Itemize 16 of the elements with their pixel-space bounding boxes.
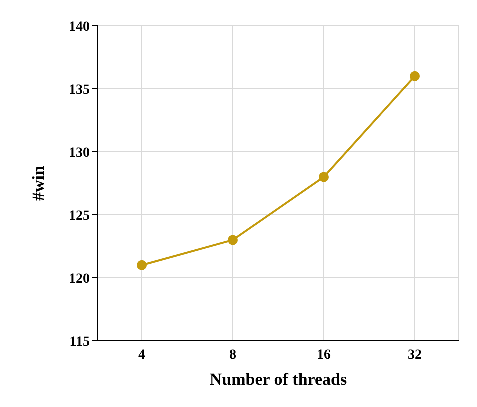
point xyxy=(410,71,420,82)
point xyxy=(319,172,329,182)
y-tick-label: 140 xyxy=(69,20,90,35)
x-tick-label: 16 xyxy=(317,348,331,363)
y-tick-label: 130 xyxy=(69,146,90,161)
x-axis-title: Number of threads xyxy=(210,370,348,389)
y-tick-label: 120 xyxy=(69,272,90,287)
x-tick-label: 4 xyxy=(138,348,146,363)
x-tick-label: 8 xyxy=(230,348,236,363)
y-tick-label: 125 xyxy=(69,208,90,224)
y-tick-label: 135 xyxy=(69,82,90,98)
point xyxy=(137,260,147,270)
x-tick-label: 32 xyxy=(408,348,422,363)
y-axis-title: #win xyxy=(29,165,48,201)
y-tick-label: 115 xyxy=(70,334,90,350)
point xyxy=(228,235,238,246)
